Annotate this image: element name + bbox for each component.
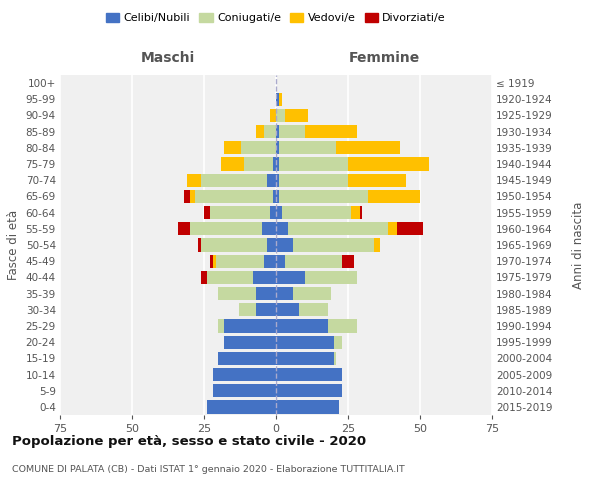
Bar [276,368,342,381]
Bar [262,222,276,235]
Text: COMUNE DI PALATA (CB) - Dati ISTAT 1° gennaio 2020 - Elaborazione TUTTITALIA.IT: COMUNE DI PALATA (CB) - Dati ISTAT 1° ge… [12,465,405,474]
Bar [215,254,265,268]
Bar [397,222,423,235]
Bar [279,125,305,138]
Bar [337,141,400,154]
Bar [268,238,276,252]
Bar [268,174,276,187]
Bar [305,270,356,284]
Bar [334,352,337,365]
Bar [224,141,241,154]
Bar [212,368,276,381]
Bar [368,190,420,203]
Bar [276,336,334,349]
Bar [348,174,406,187]
Bar [328,320,356,332]
Bar [276,190,279,203]
Bar [210,254,212,268]
Bar [276,238,293,252]
Bar [342,254,354,268]
Bar [178,222,190,235]
Bar [276,384,342,398]
Bar [374,238,380,252]
Bar [276,109,284,122]
Bar [276,352,334,365]
Bar [305,125,356,138]
Bar [201,238,268,252]
Bar [279,174,348,187]
Bar [201,174,268,187]
Bar [210,206,270,220]
Bar [184,190,190,203]
Bar [256,125,265,138]
Bar [265,254,276,268]
Text: Popolazione per età, sesso e stato civile - 2020: Popolazione per età, sesso e stato civil… [12,435,366,448]
Text: Femmine: Femmine [349,51,419,65]
Bar [218,320,224,332]
Bar [276,141,279,154]
Bar [218,352,276,365]
Bar [276,125,279,138]
Bar [204,206,210,220]
Bar [244,158,273,170]
Bar [276,270,305,284]
Bar [279,190,368,203]
Bar [265,125,276,138]
Text: Maschi: Maschi [141,51,195,65]
Bar [334,336,342,349]
Bar [351,206,359,220]
Bar [276,158,279,170]
Bar [299,303,328,316]
Bar [293,238,374,252]
Bar [187,174,201,187]
Bar [224,336,276,349]
Bar [207,270,253,284]
Y-axis label: Anni di nascita: Anni di nascita [572,202,586,288]
Bar [284,254,342,268]
Bar [279,92,282,106]
Bar [388,222,397,235]
Bar [239,303,256,316]
Bar [256,303,276,316]
Bar [276,222,287,235]
Legend: Celibi/Nubili, Coniugati/e, Vedovi/e, Divorziati/e: Celibi/Nubili, Coniugati/e, Vedovi/e, Di… [101,8,451,28]
Bar [212,384,276,398]
Bar [198,238,201,252]
Y-axis label: Fasce di età: Fasce di età [7,210,20,280]
Bar [276,174,279,187]
Bar [276,254,284,268]
Bar [279,141,337,154]
Bar [276,320,328,332]
Bar [293,287,331,300]
Bar [273,158,276,170]
Bar [196,190,273,203]
Bar [276,206,282,220]
Bar [190,190,196,203]
Bar [207,400,276,413]
Bar [276,287,293,300]
Bar [273,190,276,203]
Bar [224,320,276,332]
Bar [241,141,276,154]
Bar [190,222,262,235]
Bar [348,158,428,170]
Bar [359,206,362,220]
Bar [218,287,256,300]
Bar [253,270,276,284]
Bar [221,158,244,170]
Bar [282,206,351,220]
Bar [276,92,279,106]
Bar [270,109,276,122]
Bar [270,206,276,220]
Bar [287,222,388,235]
Bar [279,158,348,170]
Bar [212,254,215,268]
Bar [256,287,276,300]
Bar [276,303,299,316]
Bar [201,270,207,284]
Bar [284,109,308,122]
Bar [276,400,340,413]
